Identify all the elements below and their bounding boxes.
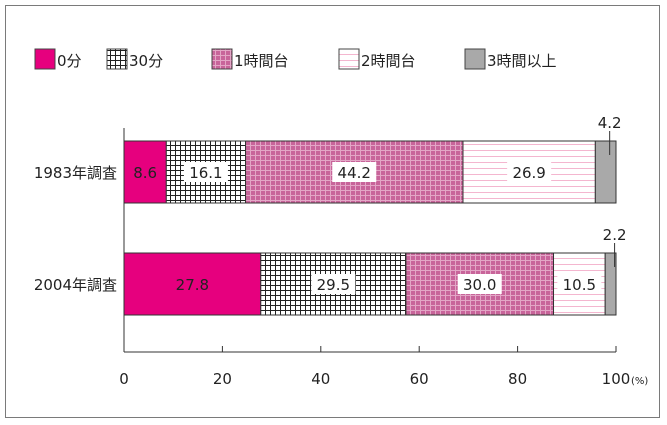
value-label-0-0: 8.6: [133, 164, 157, 182]
legend-label-1: 30分: [129, 52, 163, 70]
value-label-bg-0-2: [332, 162, 377, 182]
value-label-0-2: 44.2: [338, 164, 371, 182]
legend: 0分 30分 1時間台 2時間台 3時間以上: [34, 48, 557, 70]
legend-label-4: 3時間以上: [487, 52, 557, 70]
value-label-1-1: 29.5: [317, 276, 350, 294]
value-label-1-0: 27.8: [176, 276, 209, 294]
value-label-bg-1-2: [457, 274, 502, 294]
legend-swatch-3: [338, 48, 360, 70]
legend-swatch-1: [106, 48, 128, 70]
bar-segment-0-4: [594, 140, 617, 204]
value-label-0-1: 16.1: [189, 164, 222, 182]
x-tick-label-0: 0: [119, 370, 129, 388]
bars: 1983年調査 8.6 16.1 44.2 26.9 4.2 2004年調査 27.8 29.5…: [34, 114, 627, 316]
x-unit-label: (%): [631, 376, 648, 387]
bar-segment-1-4: [604, 252, 617, 316]
value-label-bg-0-1: [183, 162, 228, 182]
value-label-bg-0-3: [507, 162, 552, 182]
x-tick-label-3: 60: [410, 370, 429, 388]
value-label-0-4: 4.2: [598, 114, 622, 132]
legend-label-2: 1時間台: [234, 52, 289, 70]
legend-label-3: 2時間台: [361, 52, 416, 70]
value-label-1-4: 2.2: [603, 226, 627, 244]
x-tick-label-2: 40: [311, 370, 330, 388]
value-label-bg-1-1: [311, 274, 356, 294]
x-tick-label-5: 100: [602, 370, 631, 388]
x-tick-label-4: 80: [508, 370, 527, 388]
x-axis: 0 20 40 60 80 100 (%): [119, 128, 648, 388]
legend-swatch-4: [464, 48, 486, 70]
legend-swatch-2: [211, 48, 233, 70]
category-label-1: 2004年調査: [34, 276, 117, 294]
legend-swatch-0: [34, 48, 56, 70]
chart-frame: [5, 5, 660, 418]
value-label-1-3: 10.5: [563, 276, 596, 294]
value-label-bg-1-3: [557, 274, 602, 294]
bar-segment-0-0: [123, 140, 167, 204]
legend-label-0: 0分: [57, 52, 82, 70]
x-tick-label-1: 20: [213, 370, 232, 388]
bar-segment-1-0: [123, 252, 262, 316]
category-label-0: 1983年調査: [34, 164, 117, 182]
value-label-0-3: 26.9: [512, 164, 545, 182]
value-label-1-2: 30.0: [463, 276, 496, 294]
